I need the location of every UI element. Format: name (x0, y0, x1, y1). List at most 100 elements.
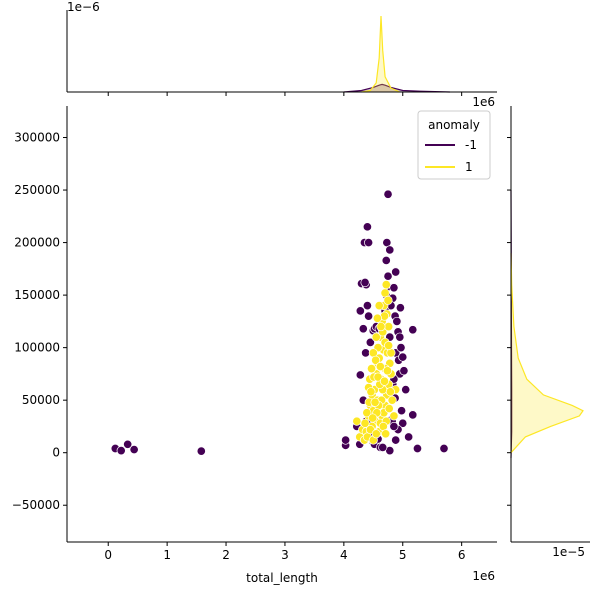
scatter-point-anomaly-neg1 (360, 277, 370, 288)
scatter-point-anomaly-neg1 (362, 301, 372, 311)
scatter-point-anomaly-1 (368, 413, 378, 423)
legend-label-neg1: -1 (465, 138, 477, 152)
y-tick-label: 150000 (14, 288, 60, 302)
scatter-point-anomaly-neg1 (389, 421, 399, 431)
scatter-point-anomaly-1 (375, 361, 385, 372)
x-tick-label: 5 (399, 548, 407, 562)
scatter-point-anomaly-neg1 (381, 255, 391, 265)
scatter-point-anomaly-neg1 (395, 332, 405, 342)
scatter-point-anomaly-1 (374, 301, 384, 311)
scatter-point-anomaly-neg1 (397, 406, 407, 416)
scatter-point-anomaly-1 (384, 340, 394, 351)
scatter-point-anomaly-neg1 (196, 446, 206, 456)
scatter-point-anomaly-1 (371, 332, 381, 342)
y-tick-label: 250000 (14, 183, 60, 197)
y-tick-label: 50000 (22, 393, 60, 407)
scatter-point-anomaly-neg1 (355, 306, 365, 316)
scatter-point-anomaly-1 (360, 418, 370, 428)
scatter-point-anomaly-1 (379, 376, 390, 386)
scatter-point-anomaly-1 (373, 372, 383, 382)
x-tick-label: 1 (163, 548, 171, 562)
scatter-point-anomaly-1 (352, 416, 362, 426)
scatter-point-anomaly-neg1 (364, 238, 374, 248)
scatter-point-anomaly-1 (371, 429, 381, 439)
scatter-point-anomaly-1 (384, 404, 394, 414)
scatter-point-anomaly-neg1 (123, 439, 133, 449)
scatter-point-anomaly-1 (362, 408, 372, 418)
scatter-point-anomaly-neg1 (358, 324, 368, 334)
scatter-point-anomaly-neg1 (396, 343, 406, 353)
scatter-point-anomaly-1 (366, 387, 376, 397)
scatter-point-anomaly-1 (381, 280, 391, 290)
x-tick-label: 0 (104, 548, 112, 562)
scatter-point-anomaly-neg1 (361, 348, 371, 358)
scatter-point-anomaly-neg1 (412, 443, 423, 454)
scatter-point-anomaly-1 (383, 295, 393, 305)
scatter-point-anomaly-neg1 (399, 366, 409, 376)
scatter-point-anomaly-1 (372, 313, 382, 323)
scatter-point-anomaly-1 (381, 429, 391, 439)
scatter-point-anomaly-1 (384, 322, 394, 332)
right-marginal-density (510, 189, 584, 459)
top-density-fill-anomaly-1 (361, 16, 400, 92)
right-marginal-ticks (507, 137, 511, 506)
scatter-point-anomaly-neg1 (395, 303, 405, 313)
scatter-point-anomaly-neg1 (383, 189, 393, 199)
x-axis-label: total_length (246, 571, 318, 585)
scatter-point-anomaly-1 (389, 411, 399, 421)
scatter-points (110, 189, 449, 456)
top-density-line-anomaly-neg1 (343, 83, 450, 93)
scatter-point-anomaly-neg1 (392, 316, 402, 326)
top-marginal-density (343, 15, 450, 93)
scatter-point-anomaly-neg1 (439, 443, 449, 454)
scatter-point-anomaly-neg1 (398, 418, 408, 428)
scatter-point-anomaly-1 (371, 355, 381, 365)
scatter-point-anomaly-1 (366, 364, 377, 374)
scatter-point-anomaly-neg1 (364, 311, 374, 321)
scatter-point-anomaly-neg1 (116, 446, 126, 456)
scatter-point-anomaly-neg1 (129, 444, 139, 455)
scatter-point-anomaly-neg1 (391, 267, 401, 277)
legend-label-1: 1 (465, 160, 473, 174)
x-tick-label: 3 (281, 548, 289, 562)
scatter-point-anomaly-1 (385, 387, 395, 397)
y-tick-label: 300000 (14, 131, 60, 145)
scatter-point-anomaly-neg1 (365, 337, 375, 347)
scatter-point-anomaly-neg1 (408, 410, 418, 420)
scatter-point-anomaly-neg1 (378, 442, 388, 452)
y-axis-ticks: −50000 0 50000 100000 150000 200000 250000 3000… (12, 131, 67, 512)
x-tick-label: 2 (222, 548, 230, 562)
scatter-point-anomaly-1 (382, 366, 392, 376)
y-tick-label: 200000 (14, 236, 60, 250)
x-tick-label: 4 (340, 548, 348, 562)
scatter-point-anomaly-neg1 (355, 370, 365, 380)
top-scale-label: 1e−6 (67, 0, 100, 14)
x-axis-ticks: 0 1 2 3 4 5 6 (104, 542, 465, 562)
scatter-point-anomaly-neg1 (404, 432, 414, 442)
top-right-offset-label: 1e6 (472, 95, 495, 109)
right-scale-label: 1e−5 (552, 545, 585, 559)
y-tick-label: 0 (52, 446, 60, 460)
scatter-point-anomaly-neg1 (383, 271, 393, 281)
scatter-point-anomaly-neg1 (398, 352, 408, 362)
x-tick-label: 6 (458, 548, 466, 562)
scatter-point-anomaly-neg1 (389, 283, 399, 293)
y-tick-label: 100000 (14, 341, 60, 355)
scatter-point-anomaly-neg1 (391, 435, 401, 445)
scatter-point-anomaly-neg1 (408, 325, 418, 335)
top-marginal-ticks (107, 92, 463, 96)
legend-title: anomaly (428, 118, 480, 132)
scatter-point-anomaly-1 (370, 397, 380, 407)
y-tick-label: −50000 (12, 498, 60, 512)
x-offset-label: 1e6 (472, 569, 495, 583)
scatter-point-anomaly-1 (376, 322, 386, 332)
scatter-point-anomaly-neg1 (341, 435, 351, 445)
scatter-point-anomaly-1 (387, 395, 397, 405)
right-density-fill-anomaly-1 (511, 253, 583, 453)
right-density-line-anomaly-1 (510, 253, 584, 454)
scatter-point-anomaly-neg1 (401, 385, 411, 395)
scatter-point-anomaly-neg1 (385, 245, 395, 255)
legend: anomaly -1 1 (417, 110, 491, 180)
top-density-line-anomaly-1 (361, 15, 401, 93)
